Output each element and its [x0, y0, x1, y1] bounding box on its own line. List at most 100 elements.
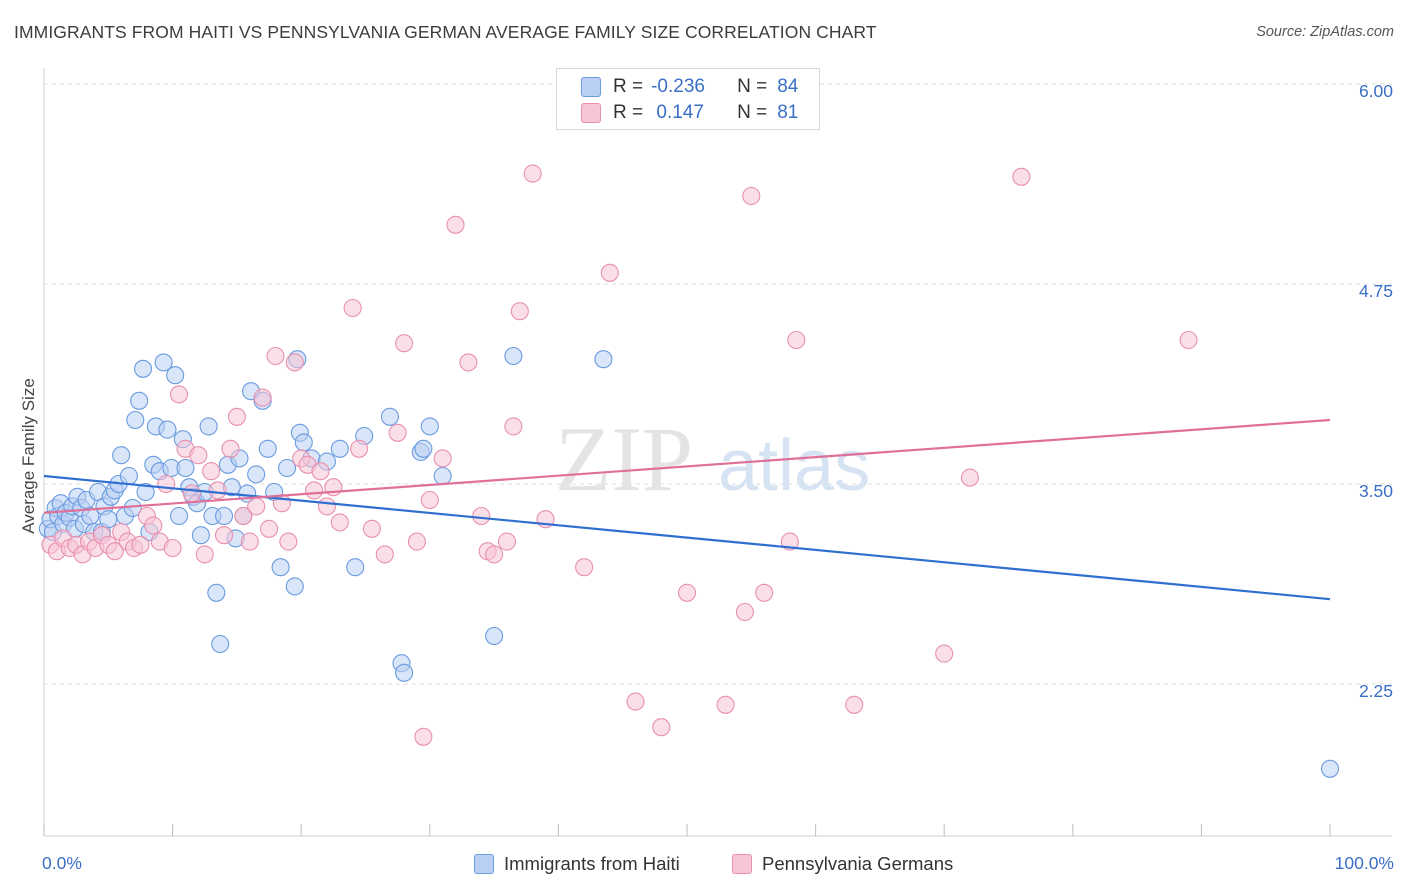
data-point-haiti-66	[285, 577, 304, 596]
chart-title: IMMIGRANTS FROM HAITI VS PENNSYLVANIA GE…	[14, 22, 877, 42]
data-point-haiti-26	[119, 466, 138, 486]
data-point-haiti-82	[485, 626, 504, 646]
data-point-pa-german-43	[317, 497, 336, 516]
bottom-legend-label: Immigrants from Haiti	[504, 853, 680, 874]
data-point-pa-german-61	[497, 532, 517, 551]
data-point-haiti-81	[433, 466, 452, 486]
data-point-pa-german-71	[677, 583, 697, 602]
data-point-pa-german-38	[285, 353, 304, 372]
data-point-haiti-39	[166, 366, 185, 385]
tick-labels: 2.25 3.50 4.75 6.00 0.0% 100.0%	[42, 81, 1394, 873]
data-point-haiti-40	[169, 506, 189, 526]
data-point-haiti-51	[211, 634, 230, 654]
data-point-pa-german-47	[350, 439, 369, 458]
data-point-pa-german-49	[375, 545, 394, 564]
data-point-pa-german-16	[144, 516, 163, 535]
stats-legend-row-haiti: R = -0.236 N = 84	[581, 75, 798, 99]
data-point-haiti-83	[504, 346, 523, 366]
data-point-haiti-69	[294, 433, 313, 452]
data-point-pa-german-57	[459, 353, 478, 372]
data-point-haiti-48	[199, 417, 218, 436]
data-point-haiti-73	[346, 558, 365, 577]
data-point-pa-german-18	[157, 474, 176, 494]
data-point-pa-german-29	[227, 407, 246, 426]
bottom-legend-swatch-pink	[732, 854, 752, 874]
y-tick-label-3: 6.00	[1359, 81, 1393, 101]
legend-swatch-blue	[581, 77, 601, 97]
y-axis-label: Average Family Size	[19, 378, 38, 534]
data-point-haiti-80	[420, 417, 439, 436]
data-point-pa-german-60	[485, 545, 504, 564]
data-point-haiti-72	[330, 439, 349, 458]
data-point-haiti-30	[133, 359, 153, 378]
data-point-pa-german-34	[259, 519, 279, 538]
data-point-pa-german-19	[163, 538, 182, 558]
data-point-pa-german-33	[253, 388, 272, 407]
grid-lines	[44, 83, 1392, 685]
data-point-pa-german-51	[395, 334, 414, 353]
data-point-haiti-64	[271, 558, 290, 577]
data-point-pa-german-52	[407, 532, 426, 551]
data-point-haiti-29	[130, 391, 149, 410]
axes	[43, 68, 1392, 837]
data-point-pa-german-41	[305, 481, 324, 500]
bottom-legend-item-haiti: Immigrants from Haiti	[474, 852, 680, 876]
legend-r-value: 0.147	[651, 102, 704, 123]
data-point-pa-german-23	[189, 446, 208, 465]
data-point-pa-german-24	[195, 545, 214, 564]
y-tick-label-0: 2.25	[1359, 681, 1393, 701]
data-point-pa-german-73	[735, 602, 754, 622]
trend-line-pa-german	[43, 418, 1331, 514]
data-point-haiti-75	[380, 407, 399, 426]
bottom-legend-label: Pennsylvania Germans	[762, 853, 954, 874]
x-tick-label-0: 0.0%	[42, 853, 82, 873]
data-point-pa-german-22	[182, 484, 201, 503]
data-point-pa-german-64	[523, 164, 542, 183]
data-point-pa-german-28	[221, 439, 240, 458]
data-point-pa-german-30	[234, 506, 253, 526]
data-point-pa-german-32	[247, 497, 266, 516]
data-point-pa-german-31	[240, 532, 259, 551]
data-point-pa-german-81	[1012, 167, 1031, 186]
data-point-pa-german-10	[105, 542, 124, 561]
data-point-haiti-84	[594, 350, 613, 369]
data-point-pa-german-26	[208, 481, 227, 500]
data-point-pa-german-54	[420, 490, 439, 510]
data-point-haiti-77	[395, 663, 414, 682]
trend-lines	[43, 418, 1331, 601]
legend-r-label: R =	[613, 102, 644, 123]
y-tick-label-1: 3.50	[1359, 481, 1393, 501]
data-point-pa-german-35	[266, 346, 285, 366]
legend-r-label: R =	[613, 76, 644, 97]
data-point-pa-german-45	[330, 513, 349, 532]
data-point-pa-german-27	[214, 526, 234, 545]
data-point-pa-german-55	[433, 449, 452, 468]
data-point-haiti-31	[136, 482, 155, 502]
data-point-pa-german-50	[388, 423, 407, 442]
data-point-pa-german-14	[131, 535, 150, 554]
data-point-pa-german-20	[169, 385, 189, 404]
bottom-legend-swatch-blue	[474, 854, 494, 874]
data-point-pa-german-56	[446, 215, 465, 234]
legend-n-value: 81	[777, 102, 799, 123]
legend-swatch-pink	[581, 103, 601, 123]
data-point-haiti-85	[1320, 759, 1340, 778]
stats-legend: R = -0.236 N = 84 R = 0.147 N = 81	[556, 68, 820, 130]
data-point-pa-german-58	[472, 506, 491, 526]
data-point-pa-german-75	[755, 583, 774, 602]
data-point-haiti-28	[126, 410, 145, 430]
data-point-pa-german-72	[716, 695, 735, 714]
data-point-pa-german-82	[1179, 330, 1198, 350]
data-point-pa-german-25	[202, 462, 221, 481]
data-point-pa-german-76	[780, 532, 799, 551]
data-point-pa-german-42	[311, 462, 330, 481]
data-point-pa-german-66	[575, 558, 594, 577]
data-point-pa-german-63	[510, 302, 529, 321]
data-point-haiti-46	[191, 526, 210, 545]
legend-n-label: N =	[737, 76, 768, 97]
source-label: Source: ZipAtlas.com	[1256, 24, 1394, 40]
bottom-legend-item-pa-german: Pennsylvania Germans	[732, 852, 953, 876]
data-point-pa-german-53	[414, 727, 433, 746]
legend-n-label: N =	[737, 102, 768, 123]
data-point-pa-german-79	[935, 644, 954, 663]
